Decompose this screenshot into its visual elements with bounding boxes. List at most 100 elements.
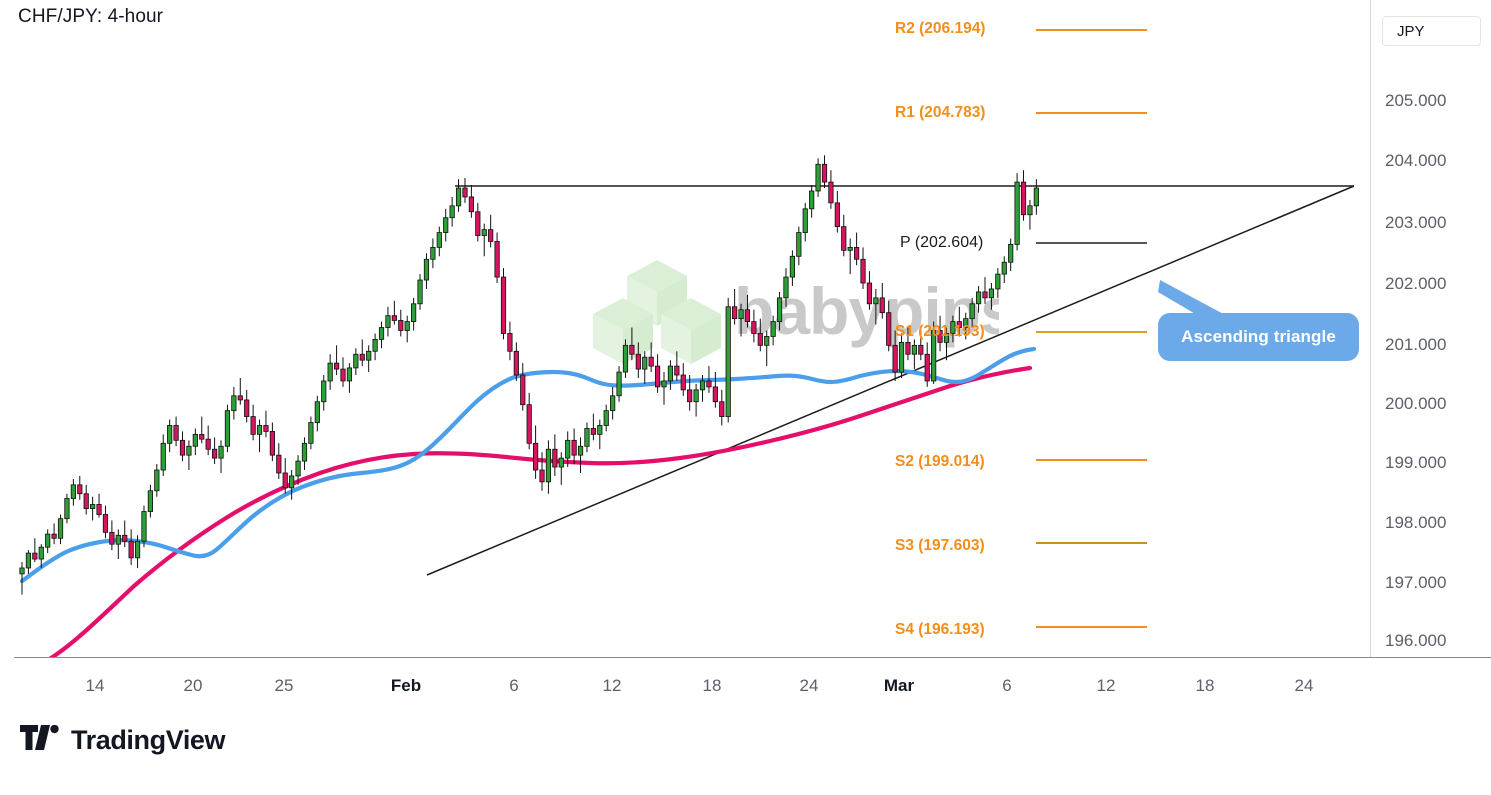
candlestick-series [19, 155, 1039, 595]
candle-bearish [173, 425, 179, 441]
candle-bullish [314, 401, 320, 423]
candle-bearish [462, 187, 468, 198]
time-axis[interactable]: 14 20 25 Feb 6 12 18 24 Mar 6 12 18 24 [14, 657, 1369, 705]
candle-bullish [616, 371, 622, 397]
candle-bearish [635, 353, 641, 370]
candle-bullish [449, 205, 455, 219]
candle-bearish [475, 211, 481, 236]
candle-bearish [211, 448, 218, 459]
candle-bullish [603, 410, 609, 426]
currency-badge[interactable]: JPY [1382, 16, 1481, 46]
time-axis-corner [1369, 657, 1491, 705]
candle-bearish [276, 454, 282, 474]
candle-bullish [789, 255, 796, 278]
candlestick-chart [19, 29, 1355, 657]
price-tick: 203.000 [1385, 213, 1447, 232]
candle-bearish [340, 368, 346, 382]
candle-bearish [854, 246, 860, 260]
candle-bearish [488, 229, 494, 242]
ascending-triangle-lines [426, 185, 1355, 576]
pivot-label-s1: S1 (201.193) [895, 323, 985, 340]
price-tick: 202.000 [1385, 274, 1447, 293]
price-tick: 200.000 [1385, 394, 1447, 413]
candle-bullish [372, 339, 378, 352]
candle-bearish [828, 181, 834, 204]
candle-bearish [629, 344, 635, 355]
candle-bearish [520, 374, 526, 406]
candle-bullish [963, 318, 969, 328]
candle-bullish [90, 504, 96, 509]
time-tick: Feb [390, 676, 422, 695]
candle-bearish [526, 404, 532, 444]
candle-bullish [558, 457, 564, 468]
candle-bearish [494, 241, 500, 278]
candle-bullish [231, 395, 237, 412]
candle-bullish [1001, 261, 1007, 275]
candle-bullish [565, 439, 571, 459]
candle-bullish [693, 389, 699, 403]
candle-bearish [1020, 181, 1027, 216]
candle-bearish [757, 333, 763, 346]
candle-bullish [19, 567, 25, 575]
pivot-label-p: P (202.604) [900, 234, 984, 251]
price-axis[interactable]: JPY 205.000 204.000 203.000 202.000 201.… [1370, 0, 1491, 657]
candle-bullish [584, 428, 590, 447]
candle-bullish [57, 518, 64, 539]
candle-bullish [147, 490, 153, 512]
candle-bearish [982, 291, 988, 299]
candle-bearish [179, 439, 186, 456]
candle-bullish [661, 380, 667, 388]
time-tick: 18 [1195, 676, 1215, 695]
candle-bearish [680, 374, 686, 391]
time-tick: 24 [1294, 676, 1314, 695]
candle-bearish [102, 514, 109, 533]
candle-bullish [911, 344, 917, 355]
candle-bearish [468, 196, 475, 213]
candle-bearish [83, 493, 89, 509]
candle-bullish [995, 273, 1001, 290]
candle-bullish [577, 445, 584, 456]
candle-bullish [378, 327, 385, 340]
price-tick: 198.000 [1385, 513, 1447, 532]
tradingview-logo: TradingView [20, 724, 226, 756]
candle-bullish [699, 380, 706, 391]
pivot-label-r1: R1 (204.783) [895, 104, 986, 121]
candle-bearish [821, 163, 828, 183]
candle-bearish [282, 472, 288, 489]
candle-bearish [860, 258, 866, 284]
candle-bearish [51, 533, 57, 539]
candle-bullish [423, 258, 430, 281]
candle-bullish [975, 291, 982, 305]
candle-bullish [289, 475, 295, 489]
candle-bullish [160, 442, 166, 471]
slow-ma-line [48, 365, 1033, 657]
ascending-triangle-callout[interactable]: Ascending triangle [1158, 313, 1359, 361]
pivot-label-s4: S4 (196.193) [895, 621, 985, 638]
candle-bullish [1014, 181, 1020, 245]
candle-bearish [571, 439, 577, 456]
candle-bearish [128, 540, 134, 559]
candle-bearish [744, 309, 751, 322]
candle-bullish [802, 208, 808, 233]
candle-bullish [353, 353, 359, 369]
time-tick: 12 [602, 676, 622, 695]
candle-bearish [892, 344, 898, 373]
pivot-lines [1036, 29, 1147, 628]
candle-bearish [205, 438, 211, 450]
candle-bearish [648, 356, 654, 367]
candle-bullish [815, 163, 821, 192]
candle-bearish [539, 469, 545, 483]
candle-bearish [841, 226, 847, 251]
candle-bullish [597, 425, 603, 435]
price-tick: 199.000 [1385, 453, 1447, 472]
candle-bearish [712, 386, 718, 403]
tradingview-mark-icon [20, 724, 60, 756]
candle-bearish [674, 365, 680, 376]
candle-bullish [988, 288, 995, 299]
candle-bearish [879, 297, 885, 314]
candle-bearish [732, 306, 738, 320]
candle-bearish [77, 484, 83, 495]
candle-bearish [263, 425, 269, 432]
time-tick: 6 [1002, 676, 1012, 695]
candle-bullish [443, 217, 449, 233]
